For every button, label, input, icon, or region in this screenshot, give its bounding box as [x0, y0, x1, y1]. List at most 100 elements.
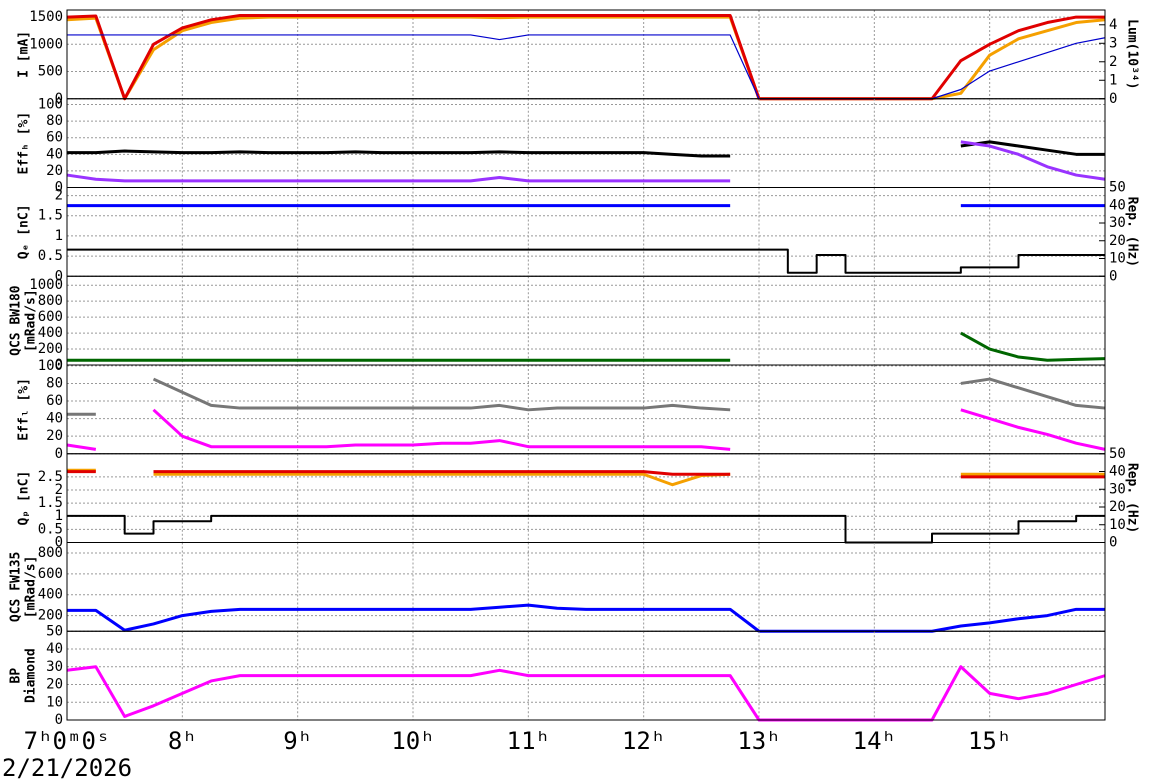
- y-tick-label: 2.5: [38, 469, 63, 485]
- series-line: [67, 377, 1106, 416]
- y-tick-label: 60: [46, 393, 63, 409]
- y-tick-label: 0: [55, 268, 63, 284]
- y-axis-label: Diamond: [24, 648, 39, 703]
- x-tick-label: 12ʰ: [622, 727, 665, 755]
- y-tick-label: 10: [46, 694, 63, 710]
- y2-tick-label: 0: [1109, 535, 1117, 551]
- y-tick-label: 40: [46, 146, 63, 162]
- y-axis-label: I [mA]: [17, 31, 32, 78]
- y-tick-label: 80: [46, 113, 63, 129]
- x-tick-label: 13ʰ: [737, 727, 780, 755]
- y-tick-label: 1.5: [38, 495, 63, 511]
- y2-tick-label: 2: [1109, 54, 1117, 70]
- y-tick-label: 2: [55, 188, 63, 204]
- y-tick-label: 0.5: [38, 521, 63, 537]
- y2-tick-label: 30: [1109, 215, 1126, 231]
- y-tick-label: 20: [46, 163, 63, 179]
- series-line: [67, 331, 1106, 362]
- y2-tick-label: 0: [1109, 91, 1117, 107]
- x-tick-label: 7ʰ0ᵐ0ˢ: [24, 727, 111, 755]
- y-tick-label: 20: [46, 677, 63, 693]
- y2-tick-label: 20: [1109, 233, 1126, 249]
- series-line: [66, 13, 1105, 101]
- y2-axis-label: Rep. (Hz): [1125, 197, 1140, 267]
- series-line: [66, 140, 1106, 183]
- y-tick-label: 60: [46, 130, 63, 146]
- y-tick-label: 50: [46, 623, 63, 639]
- y2-axis-label: Rep. (Hz): [1125, 463, 1140, 533]
- x-tick-label: 11ʰ: [507, 727, 550, 755]
- y-axis-label: Effₕ [%]: [17, 112, 32, 175]
- y-tick-label: 0: [55, 91, 63, 107]
- y2-tick-label: 20: [1109, 499, 1126, 515]
- y-tick-label: 1500: [29, 9, 63, 25]
- y2-tick-label: 40: [1109, 464, 1126, 480]
- y2-tick-label: 4: [1109, 17, 1117, 33]
- y-axis-label: QCS BW180: [9, 285, 24, 356]
- y-tick-label: 0: [55, 357, 63, 373]
- y-tick-label: 200: [38, 341, 63, 357]
- series-line: [67, 603, 1105, 633]
- y-axis-label: BP: [9, 668, 24, 684]
- y-tick-label: 0: [55, 535, 63, 551]
- y2-tick-label: 30: [1109, 481, 1126, 497]
- x-tick-label: 10ʰ: [391, 727, 434, 755]
- y-tick-label: 2: [55, 482, 63, 498]
- y2-tick-label: 40: [1109, 197, 1126, 213]
- panel-frame: [66, 98, 1106, 188]
- y-tick-label: 500: [38, 64, 63, 80]
- series-line: [67, 34, 1106, 100]
- y-tick-label: 600: [38, 566, 63, 582]
- y-tick-label: 1000: [29, 277, 63, 293]
- y-tick-label: 100: [38, 97, 63, 113]
- y-axis-label: [mRad/s]: [24, 556, 39, 619]
- y2-tick-label: 50: [1109, 446, 1126, 462]
- y2-tick-label: 10: [1109, 517, 1126, 533]
- y-axis-label: [mRad/s]: [24, 289, 39, 352]
- y-tick-label: 100: [38, 358, 63, 374]
- y-tick-label: 800: [38, 545, 63, 561]
- y-tick-label: 800: [38, 293, 63, 309]
- y-tick-label: 0: [55, 712, 63, 728]
- date-label: 2/21/2026: [2, 754, 132, 782]
- y-axis-label: QCS FW135: [9, 552, 24, 622]
- y-tick-label: 1: [55, 228, 63, 244]
- x-tick-label: 9ʰ: [283, 727, 312, 755]
- y-tick-label: 30: [46, 659, 63, 675]
- y-axis-label: Qₑ [nC]: [17, 204, 32, 259]
- y2-tick-label: 3: [1109, 35, 1117, 51]
- series-line: [66, 665, 1106, 722]
- y2-tick-label: 10: [1109, 251, 1126, 267]
- y-tick-label: 1000: [29, 36, 63, 52]
- y-axis-label: Effₗ [%]: [17, 378, 32, 441]
- y-tick-label: 0.5: [38, 248, 63, 264]
- y-tick-label: 40: [46, 641, 63, 657]
- series-line: [67, 470, 1105, 479]
- panel-frame: [66, 187, 1106, 277]
- series-line: [66, 15, 1106, 101]
- panel-frame: [66, 542, 1106, 632]
- y-tick-label: 80: [46, 375, 63, 391]
- series-line: [67, 248, 1105, 274]
- y2-tick-label: 0: [1109, 268, 1117, 284]
- series-line: [67, 140, 1105, 158]
- series-line: [67, 514, 1105, 544]
- y-tick-label: 0: [55, 446, 63, 462]
- panel-frame: [66, 630, 1106, 721]
- panel-frame: [66, 275, 1106, 366]
- y-tick-label: 600: [38, 309, 63, 325]
- y-tick-label: 40: [46, 411, 63, 427]
- y-axis-label: Qₚ [nC]: [17, 471, 32, 526]
- series-line: [66, 408, 1106, 451]
- x-tick-label: 8ʰ: [168, 727, 197, 755]
- panel-frame: [66, 9, 1106, 100]
- x-tick-label: 14ʰ: [853, 727, 896, 755]
- y-tick-label: 400: [38, 325, 63, 341]
- y-tick-label: 0: [55, 180, 63, 196]
- y-tick-label: 400: [38, 587, 63, 603]
- y2-tick-label: 50: [1109, 180, 1126, 196]
- y-tick-label: 1: [55, 508, 63, 524]
- y2-axis-label: Lum(10³⁴): [1125, 19, 1140, 89]
- y2-tick-label: 1: [1109, 72, 1117, 88]
